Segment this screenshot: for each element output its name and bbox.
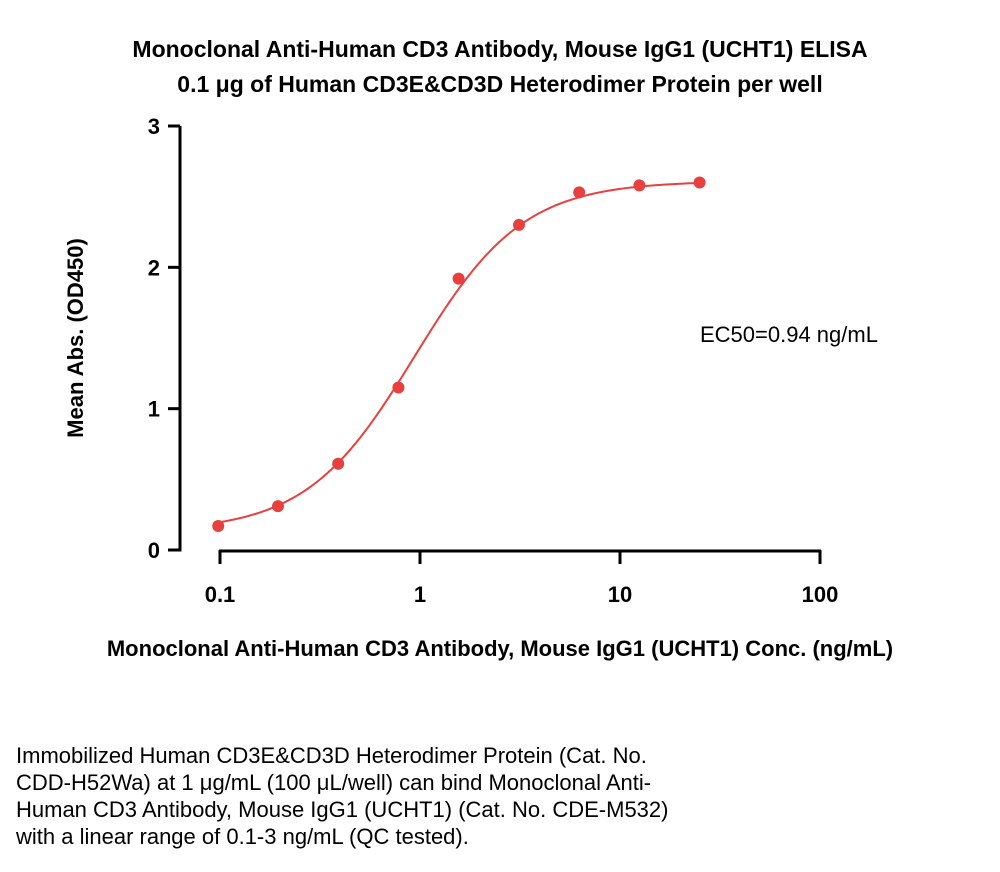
x-tick-label: 0.1 — [205, 582, 236, 607]
data-point — [633, 179, 646, 192]
caption-line: CDD-H52Wa) at 1 μg/mL (100 μL/well) can … — [16, 770, 652, 795]
y-tick-label: 3 — [148, 114, 160, 139]
ec50-annotation: EC50=0.94 ng/mL — [700, 322, 878, 347]
axes: 0 1 2 3 0.1 1 10 100 — [148, 114, 839, 607]
data-point — [573, 186, 586, 199]
x-axis-label: Monoclonal Anti-Human CD3 Antibody, Mous… — [107, 636, 893, 661]
data-point — [392, 381, 405, 394]
caption-line: with a linear range of 0.1-3 ng/mL (QC t… — [16, 824, 469, 849]
x-tick-label: 10 — [608, 582, 632, 607]
caption-line: Immobilized Human CD3E&CD3D Heterodimer … — [16, 743, 647, 768]
data-point — [332, 457, 345, 470]
x-tick-label: 1 — [414, 582, 426, 607]
chart-subtitle: 0.1 μg of Human CD3E&CD3D Heterodimer Pr… — [177, 71, 823, 97]
data-point — [272, 500, 285, 513]
caption-line: Human CD3 Antibody, Mouse IgG1 (UCHT1) (… — [16, 797, 669, 822]
x-tick-label: 100 — [802, 582, 839, 607]
data-points — [212, 176, 706, 532]
fit-curve — [218, 181, 700, 524]
y-tick-label: 0 — [148, 538, 160, 563]
elisa-chart: 0 1 2 3 0.1 1 10 100 EC50=0.94 ng/mL Monoclonal… — [63, 114, 893, 661]
y-axis-label: Mean Abs. (OD450) — [63, 238, 88, 438]
data-point — [212, 519, 225, 532]
data-point — [512, 218, 525, 231]
figure-caption: Immobilized Human CD3E&CD3D Heterodimer … — [16, 742, 836, 850]
y-tick-label: 1 — [148, 397, 160, 422]
data-point — [452, 272, 465, 285]
chart-title: Monoclonal Anti-Human CD3 Antibody, Mous… — [132, 36, 868, 62]
data-point — [693, 176, 706, 189]
y-tick-label: 2 — [148, 255, 160, 280]
